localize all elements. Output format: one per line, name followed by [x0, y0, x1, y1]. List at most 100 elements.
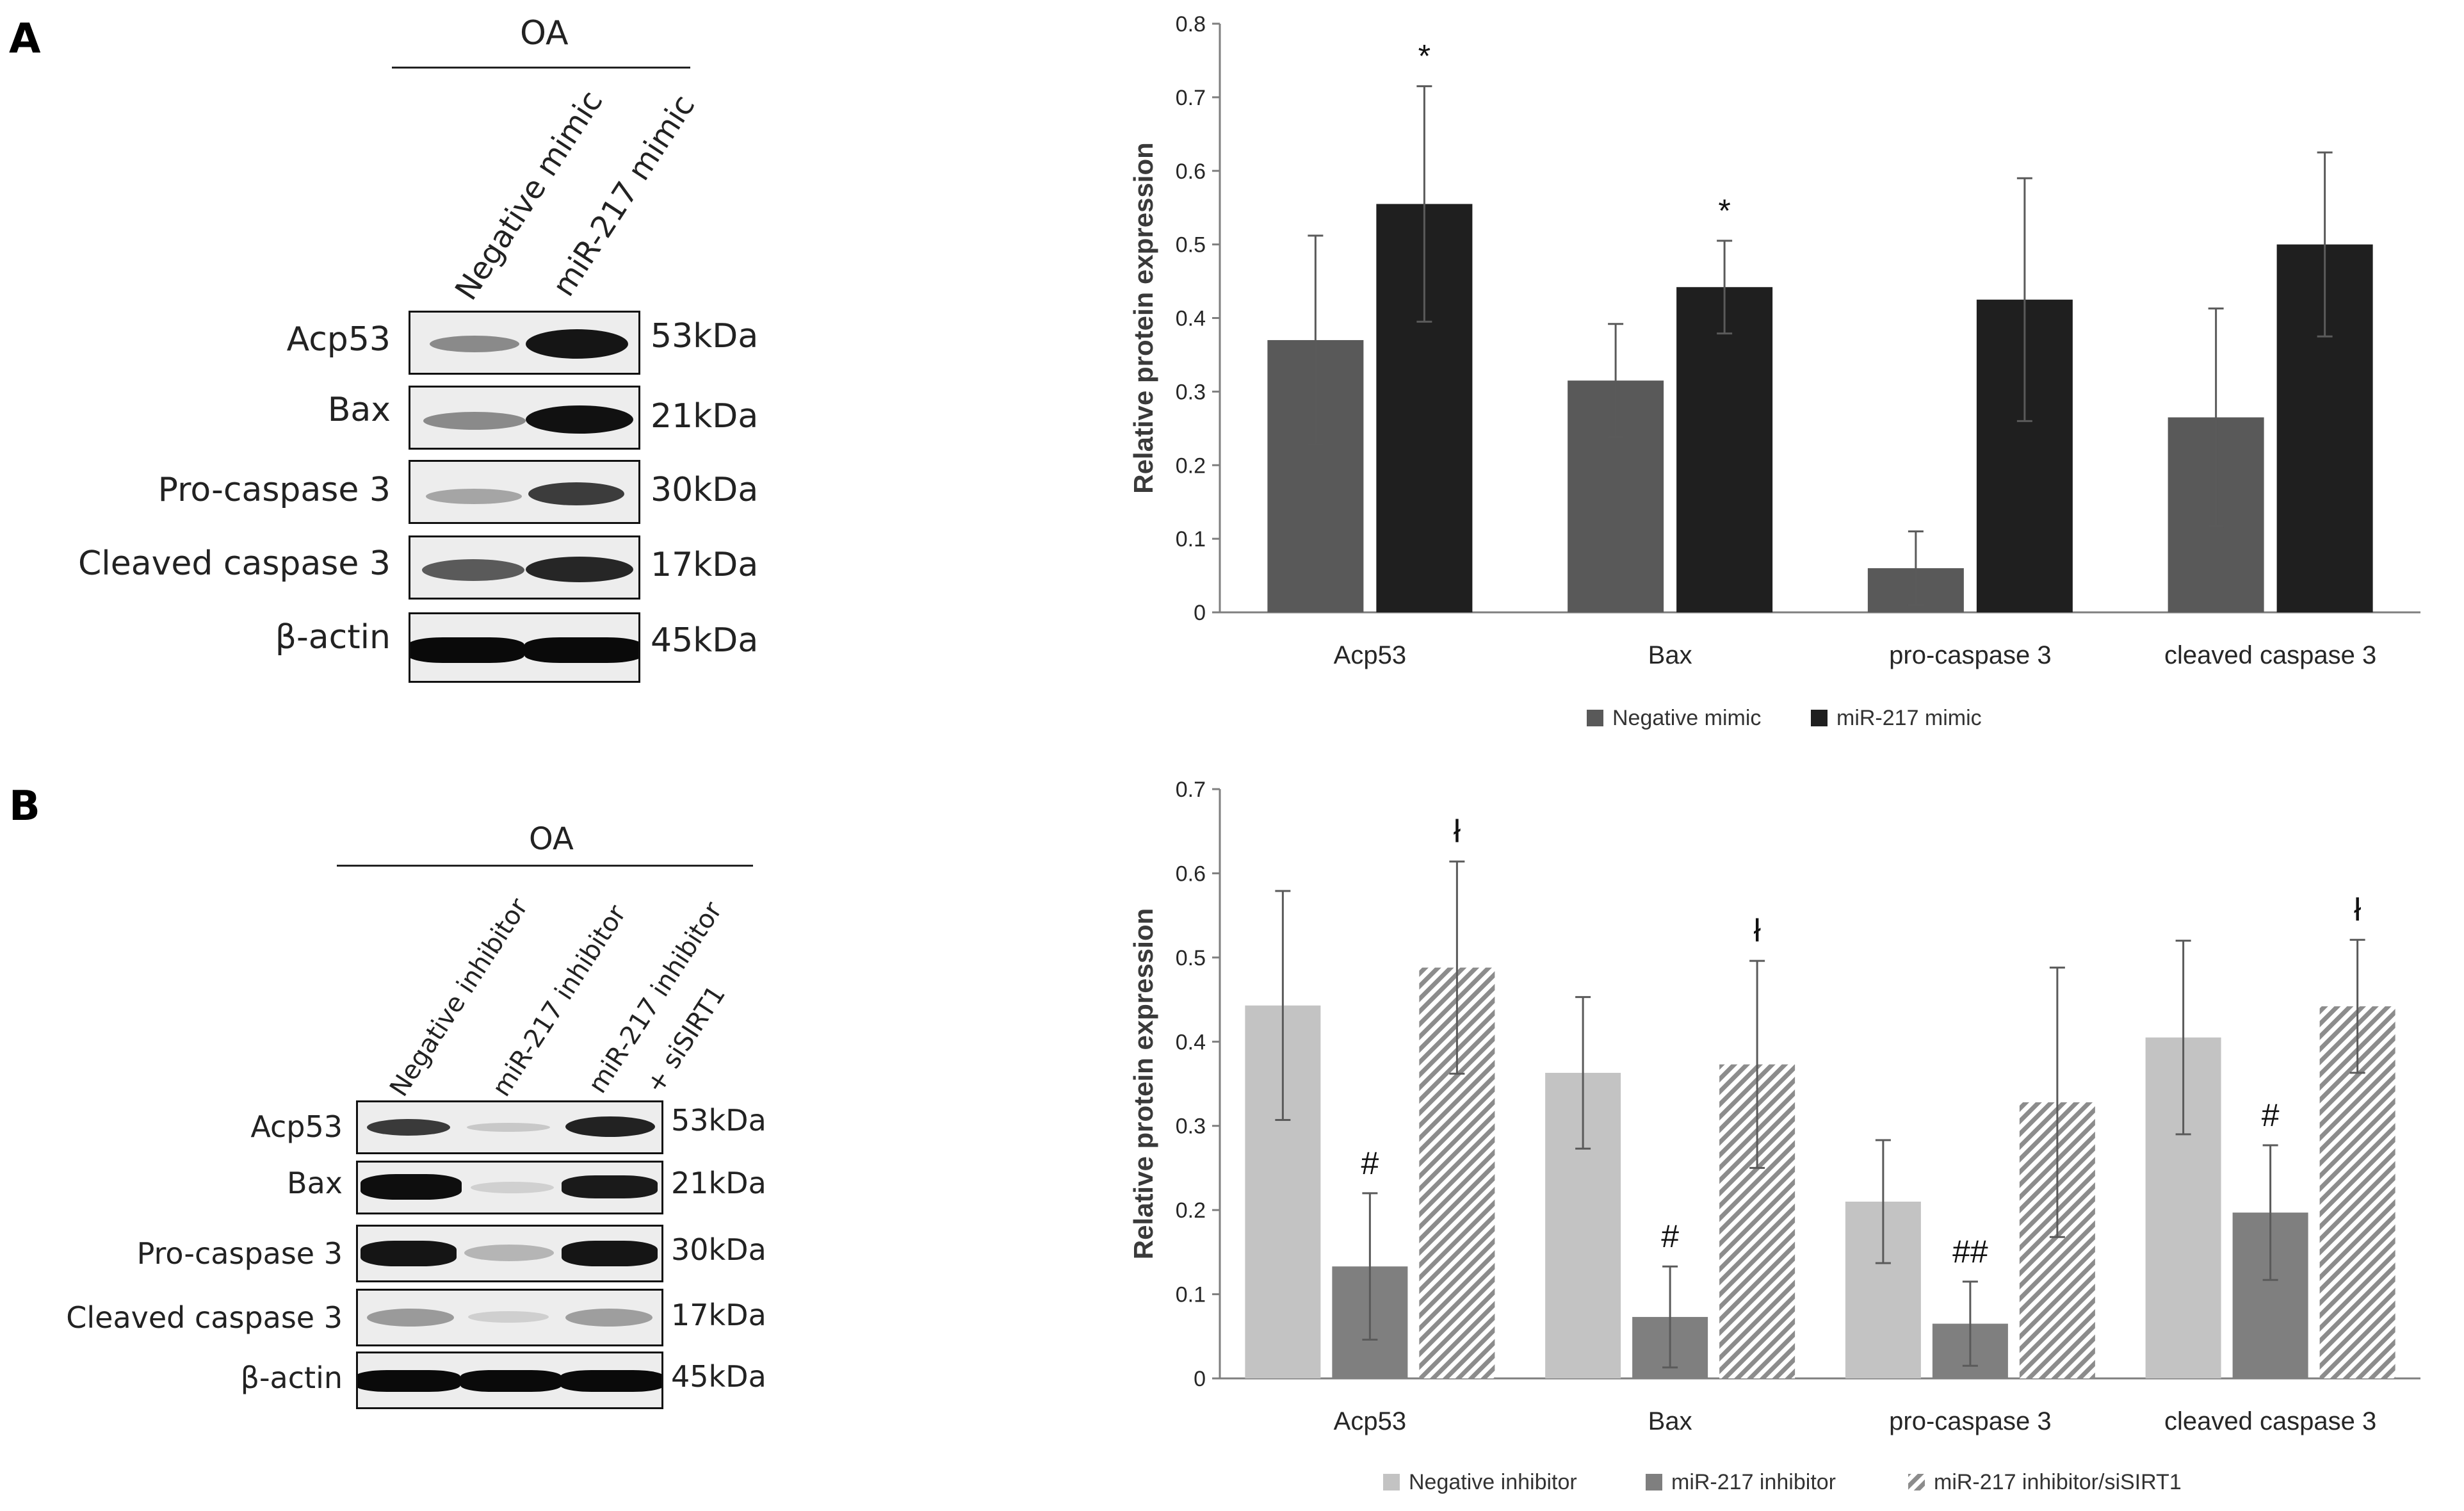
y-axis-title: Relative protein expression: [1128, 142, 1158, 494]
blot-b-strip-beta-actin: [356, 1352, 663, 1409]
panel-letter-b: B: [9, 783, 40, 830]
legend-swatch: [1383, 1474, 1400, 1491]
blot-a-kda-acp53: 53kDa: [651, 317, 759, 355]
legend-swatch: [1646, 1474, 1662, 1491]
blot-b-kda-cleaved-caspase3: 17kDa: [671, 1298, 766, 1332]
band: [361, 1174, 462, 1200]
significance-mark: ##: [1952, 1234, 1988, 1270]
blot-a-kda-cleaved-caspase3: 17kDa: [651, 546, 759, 584]
legend-label: Negative inhibitor: [1409, 1470, 1577, 1494]
x-tick-label: Acp53: [1334, 1407, 1406, 1435]
significance-mark: *: [1418, 38, 1431, 74]
legend-swatch: [1908, 1474, 1925, 1491]
band: [526, 557, 633, 582]
blot-b-kda-pro-caspase3: 30kDa: [671, 1232, 766, 1267]
blot-b-kda-acp53: 53kDa: [671, 1103, 766, 1138]
x-tick-label: Bax: [1648, 1407, 1692, 1435]
band: [565, 1309, 652, 1327]
blot-a-kda-bax: 21kDa: [651, 397, 759, 436]
blot-a-strip-bax: [409, 386, 640, 450]
band: [565, 1116, 655, 1137]
band: [426, 489, 522, 504]
y-tick-label: 0: [1194, 1367, 1206, 1391]
significance-mark: #: [2262, 1097, 2280, 1133]
blot-b-row-label-beta-actin: β-actin: [240, 1360, 343, 1395]
y-tick-label: 0.7: [1176, 778, 1206, 802]
chart-a: 0 0.1 0.2 0.3 0.4 0.5 0.6 0.7 0.8 Relative protei…: [1128, 12, 2420, 730]
blot-b-strip-bax: [356, 1161, 663, 1214]
blot-a-group-label: OA: [520, 14, 569, 53]
significance-mark: *: [1718, 193, 1730, 229]
legend-label: Negative mimic: [1612, 706, 1761, 730]
band: [361, 1241, 457, 1266]
y-tick-label: 0.1: [1176, 527, 1206, 551]
band: [423, 412, 526, 430]
y-tick-label: 0.5: [1176, 946, 1206, 970]
blot-b-strip-pro-caspase3: [356, 1225, 663, 1282]
blot-a-group-line: [392, 67, 690, 69]
y-tick-label: 0.5: [1176, 233, 1206, 257]
legend-swatch: [1587, 710, 1603, 726]
band: [562, 1175, 658, 1198]
y-axis-title: Relative protein expression: [1128, 908, 1158, 1260]
band: [422, 559, 524, 581]
blot-b-kda-beta-actin: 45kDa: [671, 1359, 766, 1394]
y-tick-label: 0.6: [1176, 862, 1206, 886]
blot-a-row-label-acp53: Acp53: [286, 320, 391, 359]
significance-mark: ł: [2354, 892, 2361, 927]
blot-a-strip-acp53: [409, 311, 640, 375]
legend-swatch: [1811, 710, 1828, 726]
blot-b-strip-cleaved-caspase3: [356, 1289, 663, 1346]
band: [460, 1370, 562, 1392]
significance-mark: ł: [1754, 913, 1761, 949]
blot-b-strip-acp53: [356, 1100, 663, 1154]
legend-label: miR-217 inhibitor/siSIRT1: [1934, 1470, 2182, 1494]
significance-mark: #: [1361, 1145, 1379, 1181]
band: [560, 1370, 661, 1392]
band: [468, 1311, 549, 1323]
band: [430, 336, 519, 352]
chart-b: 0 0.1 0.2 0.3 0.4 0.5 0.6 0.7 Relative protein e…: [1128, 778, 2420, 1494]
band: [410, 637, 524, 663]
blot-a-kda-pro-caspase3: 30kDa: [651, 471, 759, 509]
blot-b-row-label-acp53: Acp53: [250, 1109, 343, 1144]
y-tick-label: 0.4: [1176, 1030, 1206, 1054]
band: [367, 1119, 450, 1136]
blot-b-row-label-bax: Bax: [287, 1166, 343, 1200]
band: [367, 1309, 454, 1327]
y-tick-label: 0.3: [1176, 1115, 1206, 1139]
y-tick-label: 0.6: [1176, 159, 1206, 184]
blot-b-group-line: [337, 865, 753, 867]
band: [464, 1245, 554, 1261]
blot-a-kda-beta-actin: 45kDa: [651, 621, 759, 660]
blot-b-row-label-pro-caspase3: Pro-caspase 3: [136, 1236, 343, 1271]
blot-a-row-label-pro-caspase3: Pro-caspase 3: [158, 471, 391, 509]
x-tick-label: cleaved caspase 3: [2164, 1407, 2376, 1435]
legend-label: miR-217 inhibitor: [1671, 1470, 1836, 1494]
x-tick-label: pro-caspase 3: [1889, 641, 2051, 669]
band: [528, 482, 624, 505]
blot-a-row-label-cleaved-caspase3: Cleaved caspase 3: [77, 544, 391, 583]
y-tick-label: 0.1: [1176, 1283, 1206, 1307]
panel-letter-a: A: [9, 15, 41, 63]
bar-mir-217-mimic: [1676, 287, 1773, 612]
blot-b-row-label-cleaved-caspase3: Cleaved caspase 3: [66, 1300, 343, 1335]
blot-b-group-label: OA: [529, 821, 574, 857]
y-tick-label: 0.8: [1176, 12, 1206, 37]
blot-b-kda-bax: 21kDa: [671, 1166, 766, 1200]
band: [562, 1241, 658, 1266]
band: [467, 1123, 550, 1132]
band: [524, 637, 638, 663]
band: [358, 1370, 460, 1392]
y-tick-label: 0: [1194, 601, 1206, 625]
legend-label: miR-217 mimic: [1836, 706, 1982, 730]
significance-mark: #: [1661, 1218, 1679, 1254]
significance-mark: ł: [1454, 813, 1461, 849]
x-tick-label: Bax: [1648, 641, 1692, 669]
band: [526, 329, 628, 359]
y-tick-label: 0.7: [1176, 86, 1206, 110]
blot-a-row-label-beta-actin: β-actin: [275, 618, 391, 657]
x-tick-label: Acp53: [1334, 641, 1406, 669]
y-tick-label: 0.4: [1176, 307, 1206, 331]
